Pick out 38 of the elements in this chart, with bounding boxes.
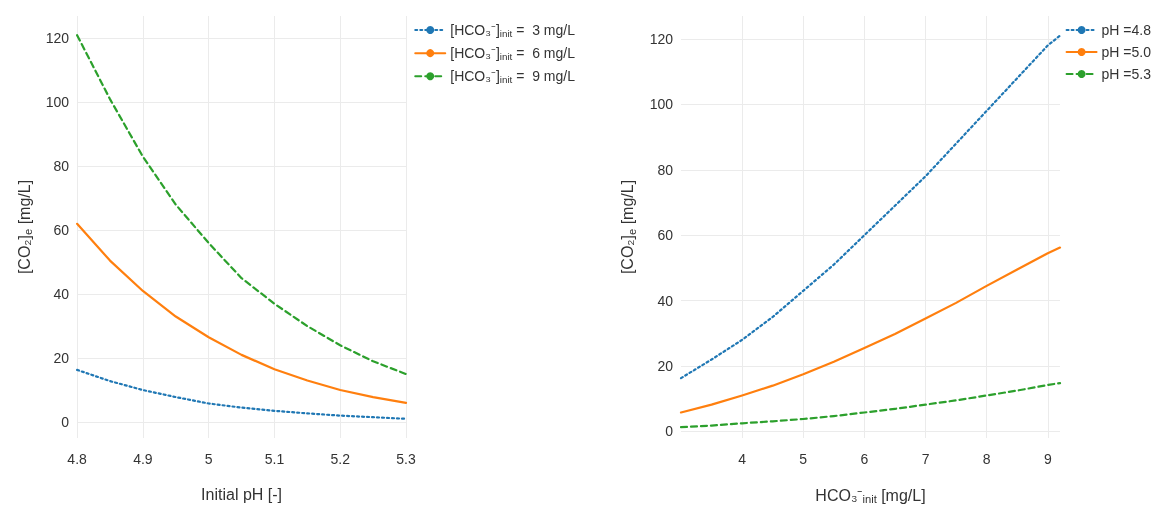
line-series (76, 368, 408, 420)
x-tick-label: 7 (921, 451, 930, 467)
x-tick-label: 6 (860, 451, 869, 467)
line-series (76, 34, 408, 376)
line-series (679, 381, 1062, 429)
x-tick-label: 9 (1043, 451, 1052, 467)
x-tick-label: 5.2 (330, 451, 351, 467)
y-tick-label: 100 (45, 94, 70, 111)
y-tick-label: 80 (53, 158, 70, 175)
x-tick-label: 5 (204, 451, 213, 467)
y-tick-label: 100 (649, 96, 674, 113)
y-axis-title: [CO₂]e [mg/L] (15, 179, 34, 275)
y-tick-label: 80 (657, 161, 674, 178)
x-tick-label: 5.3 (396, 451, 416, 467)
legend-label: pH =5.3 (1101, 66, 1152, 82)
legend-label: pH =5.0 (1101, 44, 1152, 60)
x-tick-label: 8 (982, 451, 991, 467)
line-series (679, 34, 1062, 380)
y-tick-label: 20 (657, 358, 674, 375)
legend-label: pH =4.8 (1101, 22, 1152, 38)
y-tick-label: 0 (61, 414, 70, 431)
y-tick-label: 60 (53, 222, 70, 239)
line-series (679, 246, 1062, 414)
x-tick-label: 4 (738, 451, 747, 467)
x-axis-title: Initial pH [-] (201, 485, 283, 503)
x-tick-label: 4.8 (67, 451, 88, 467)
line-series (76, 222, 408, 404)
x-tick-label: 5.1 (264, 451, 285, 467)
x-tick-label: 5 (799, 451, 808, 467)
y-tick-label: 0 (665, 423, 674, 440)
y-tick-label: 120 (649, 30, 674, 47)
y-axis-title: [CO₂]e [mg/L] (619, 179, 638, 275)
y-tick-label: 40 (53, 286, 70, 303)
y-tick-label: 120 (45, 30, 70, 47)
y-tick-label: 60 (657, 227, 674, 244)
y-tick-label: 40 (657, 292, 674, 309)
y-tick-label: 20 (53, 350, 70, 367)
x-tick-label: 4.9 (133, 451, 153, 467)
